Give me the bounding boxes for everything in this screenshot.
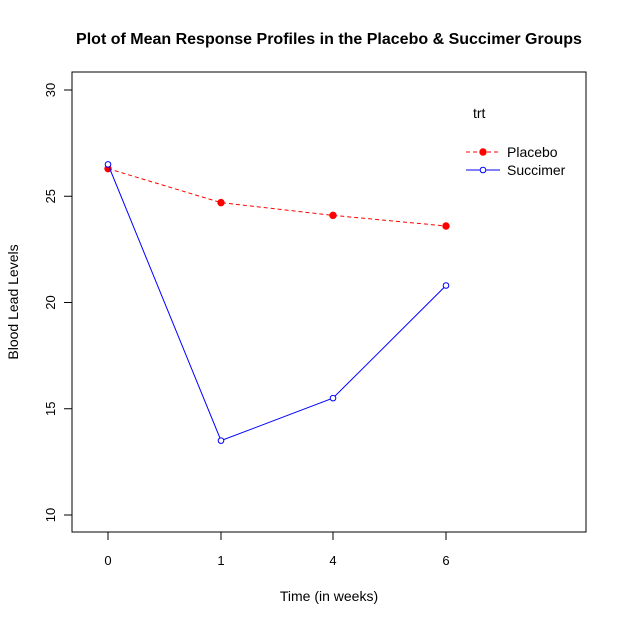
- point-succimer-3: [442, 282, 450, 289]
- x-tick-label-0: 0: [104, 553, 111, 568]
- point-succimer-1: [217, 437, 225, 444]
- plot-frame: [71, 71, 587, 533]
- y-axis: 10 15 20 25 30: [43, 83, 73, 522]
- x-axis: 0 1 4 6: [104, 531, 450, 568]
- y-axis-label: Blood Lead Levels: [5, 244, 21, 359]
- chart-title: Plot of Mean Response Profiles in the Pl…: [76, 31, 582, 48]
- point-placebo-1: [217, 198, 225, 207]
- x-tick-label-2: 4: [329, 553, 336, 568]
- point-placebo-3: [442, 222, 450, 230]
- point-succimer-2: [329, 394, 337, 402]
- series-layer: [104, 161, 450, 444]
- y-tick-label-3: 25: [43, 189, 58, 203]
- y-tick-label-2: 20: [43, 295, 58, 309]
- x-tick-label-3: 6: [442, 553, 449, 568]
- legend-title: trt: [473, 105, 486, 121]
- series-line-placebo: [107, 168, 447, 227]
- y-tick-label-4: 30: [43, 83, 58, 97]
- legend-marker-succimer: [479, 166, 487, 174]
- y-tick-label-0: 10: [43, 508, 58, 522]
- legend: trt Placebo Succimer: [466, 105, 566, 178]
- x-axis-label: Time (in weeks): [280, 588, 378, 604]
- point-placebo-2: [329, 211, 337, 220]
- legend-marker-placebo: [479, 148, 487, 156]
- legend-label-placebo: Placebo: [507, 144, 558, 160]
- y-tick-label-1: 15: [43, 402, 58, 416]
- x-tick-label-1: 1: [217, 553, 224, 568]
- legend-label-succimer: Succimer: [507, 162, 566, 178]
- point-succimer-0: [104, 161, 112, 168]
- series-line-succimer: [107, 164, 447, 442]
